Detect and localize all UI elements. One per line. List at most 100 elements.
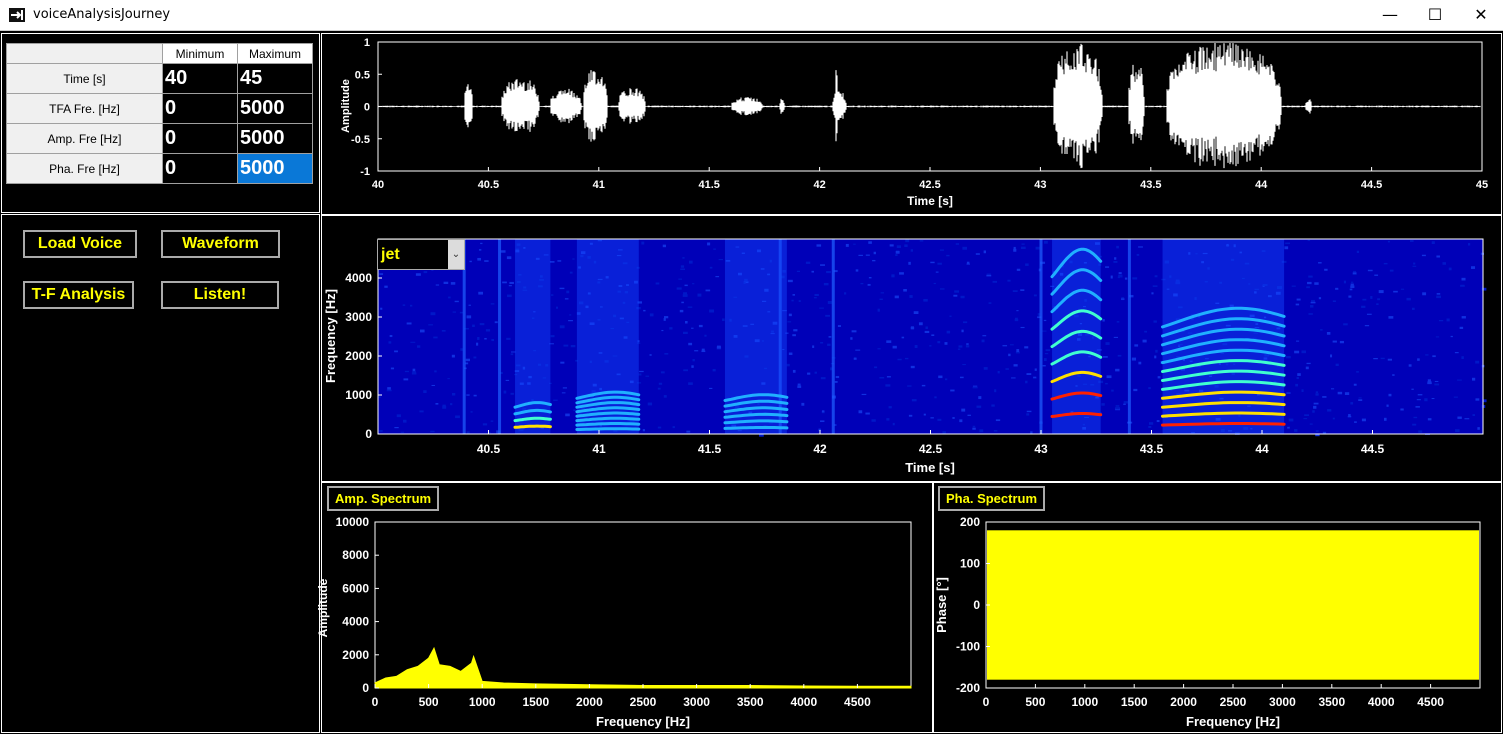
spectrogram-speckle — [1021, 243, 1025, 245]
spectrogram-strip — [831, 239, 835, 434]
waveform-button[interactable]: Waveform — [161, 230, 280, 258]
spectrogram-speckle — [1461, 356, 1464, 360]
spectrogram-speckle — [508, 285, 512, 287]
colormap-value: jet — [381, 246, 400, 263]
spectrogram-speckle — [441, 330, 446, 332]
spectrogram-speckle — [539, 279, 544, 281]
spectrogram-speckle — [1215, 302, 1220, 305]
pha-spectrum-button[interactable]: Pha. Spectrum — [938, 486, 1046, 511]
spectrogram-speckle — [797, 385, 802, 388]
minimize-button[interactable]: — — [1382, 5, 1398, 24]
spectrogram-speckle — [599, 387, 602, 391]
spectrogram-speckle — [573, 409, 576, 411]
spectrogram-speckle — [1061, 265, 1064, 268]
spectrogram-speckle — [1482, 399, 1487, 403]
spectrogram-speckle — [698, 324, 703, 328]
tfa-max-cell[interactable]: 5000 — [237, 93, 313, 124]
spectrogram-speckle — [1037, 313, 1041, 316]
spectrogram-speckle — [997, 370, 1000, 374]
spectrogram-speckle — [937, 262, 942, 265]
amp-min-cell[interactable]: 0 — [162, 123, 238, 154]
spectrogram-speckle — [657, 426, 662, 429]
spectrogram-speckle — [537, 363, 542, 366]
spectrogram-speckle — [782, 269, 786, 273]
spectrogram-speckle — [858, 254, 863, 256]
spectrogram-speckle — [1085, 334, 1090, 336]
spectrogram-speckle — [1475, 398, 1480, 401]
spectrogram-speckle — [576, 312, 581, 315]
load-voice-button[interactable]: Load Voice — [23, 230, 137, 258]
spectrogram-speckle — [499, 371, 503, 375]
spectrogram-speckle — [770, 333, 775, 335]
spectrogram-speckle — [1229, 304, 1234, 308]
spectrogram-speckle — [1470, 266, 1476, 269]
spectrogram-speckle — [531, 399, 534, 402]
spectrogram-speckle — [433, 336, 438, 339]
spectrogram-speckle — [1013, 246, 1016, 250]
spectrogram-speckle — [812, 345, 815, 348]
spectrogram-speckle — [1178, 306, 1183, 309]
tf-analysis-button[interactable]: T-F Analysis — [23, 281, 134, 309]
amp-spectrum-button[interactable]: Amp. Spectrum — [327, 486, 440, 511]
spectrogram-speckle — [965, 345, 970, 348]
tfa-min-cell[interactable]: 0 — [162, 93, 238, 124]
amp-max-cell[interactable]: 5000 — [237, 123, 313, 154]
spectrogram-harmonic — [1161, 390, 1286, 400]
spectrogram-speckle — [616, 255, 622, 257]
amp-y-tick-label: 0 — [362, 681, 369, 695]
spectrogram-speckle — [1305, 366, 1309, 370]
spectrogram-speckle — [1094, 242, 1100, 245]
spectrogram-speckle — [636, 266, 640, 269]
spectrogram-speckle — [692, 358, 695, 362]
spectrogram-speckle — [396, 414, 401, 418]
spectrogram-speckle — [1035, 246, 1040, 250]
spectrogram-x-tick-label: 42.5 — [919, 442, 943, 456]
maximize-button[interactable]: ☐ — [1427, 5, 1443, 24]
spectrogram-speckle — [1364, 325, 1370, 327]
spectrogram-speckle — [488, 431, 491, 434]
spectrogram-speckle — [1020, 326, 1025, 329]
spectrogram-speckle — [1033, 376, 1037, 378]
pha-min-cell[interactable]: 0 — [162, 153, 238, 184]
spectrogram-speckle — [1308, 275, 1313, 278]
waveform-x-tick-label: 43.5 — [1140, 179, 1161, 191]
close-button[interactable]: ✕ — [1474, 5, 1488, 24]
spectrogram-speckle — [515, 364, 521, 367]
spectrogram-speckle — [637, 340, 640, 343]
spectrogram-speckle — [482, 423, 488, 426]
row-label-amp: Amp. Fre [Hz] — [6, 123, 163, 154]
listen-button[interactable]: Listen! — [161, 281, 279, 309]
time-max-cell[interactable]: 45 — [237, 63, 313, 94]
spectrogram-speckle — [599, 424, 602, 427]
spectrogram-speckle — [1189, 360, 1193, 363]
spectrogram-speckle — [412, 368, 416, 372]
spectrogram-speckle — [742, 325, 748, 327]
time-min-cell[interactable]: 40 — [162, 63, 238, 94]
spectrogram-speckle — [1267, 295, 1272, 298]
pha-max-cell[interactable]: 5000 — [237, 153, 313, 184]
spectrogram-speckle — [442, 405, 447, 409]
spectrogram-speckle — [1116, 321, 1120, 323]
spectrogram-speckle — [587, 256, 591, 259]
spectrogram-speckle — [1132, 277, 1138, 280]
spectrogram-speckle — [1044, 353, 1049, 355]
spectrogram-speckle — [1226, 245, 1230, 247]
spectrogram-speckle — [949, 315, 952, 317]
spectrogram-speckle — [1389, 269, 1394, 272]
spectrogram-harmonic — [1050, 370, 1103, 384]
colormap-select[interactable]: jet ⌄ — [377, 239, 465, 270]
spectrogram-speckle — [380, 307, 383, 310]
spectrogram-speckle — [1175, 318, 1181, 321]
spectrogram-harmonic — [1161, 348, 1286, 365]
spectrogram-speckle — [954, 290, 960, 293]
spectrogram-speckle — [1264, 353, 1270, 357]
spectrogram-speckle — [549, 343, 554, 345]
spectrogram-speckle — [1393, 290, 1398, 293]
spectrogram-speckle — [400, 431, 405, 433]
waveform-x-tick-label: 40 — [372, 179, 384, 191]
spectrogram-speckle — [1436, 295, 1441, 299]
spectrogram-speckle — [792, 369, 796, 373]
spectrogram-speckle — [663, 316, 669, 319]
spectrogram-speckle — [676, 287, 682, 290]
